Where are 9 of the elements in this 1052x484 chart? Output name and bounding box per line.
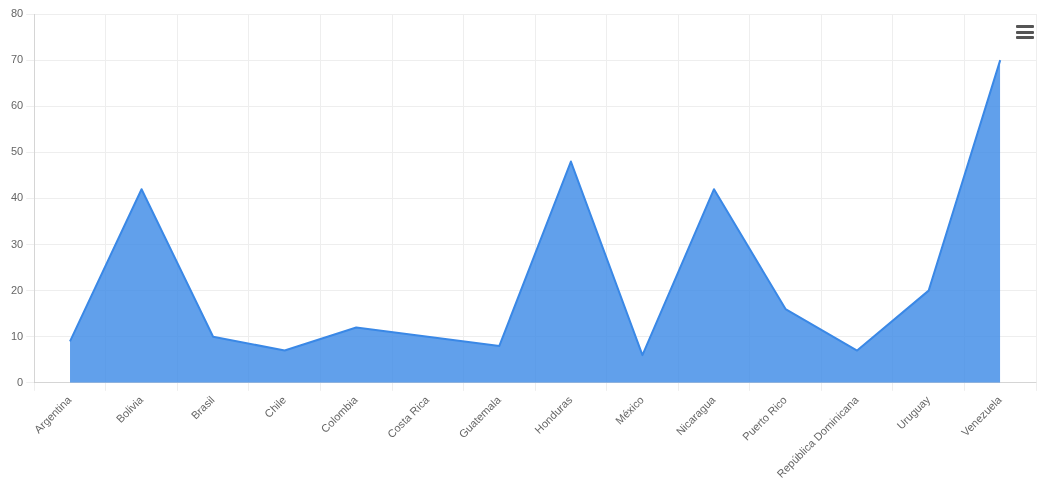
y-tick-label: 30 [10, 237, 24, 250]
y-tick-label: 70 [10, 53, 24, 66]
y-tick-label: 60 [10, 99, 24, 112]
y-tick-label: 40 [10, 191, 24, 204]
y-tick-label: 10 [10, 329, 24, 342]
y-tick-label: 50 [10, 145, 24, 158]
y-tick-label: 0 [17, 375, 24, 388]
y-tick-label: 80 [10, 7, 24, 20]
y-tick-label: 20 [10, 283, 24, 296]
